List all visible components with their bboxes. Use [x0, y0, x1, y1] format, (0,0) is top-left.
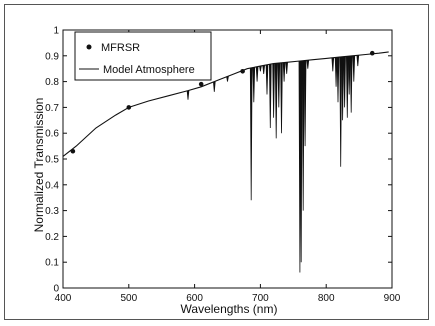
tick-labels: 400 500 600 700 800 900 0 0.1 0.2 0.3 0.4 0.5 0.6 0.7… [45, 26, 401, 305]
y-tick-label: 1 [53, 26, 59, 37]
absorption-line [259, 66, 262, 72]
absorption-line [301, 60, 305, 211]
absorption-line [356, 55, 360, 67]
absorption-line [269, 64, 272, 129]
absorption-line [306, 60, 310, 69]
absorption-line [349, 55, 353, 113]
absorption-line [274, 63, 278, 139]
absorption-line [343, 56, 346, 108]
x-tick-label: 700 [252, 293, 269, 304]
transmission-chart: 400 500 600 700 800 900 0 0.1 0.2 0.3 0.4 0.5 0.6 0.7… [32, 26, 401, 317]
legend-box [74, 31, 212, 81]
absorption-line [347, 56, 351, 95]
legend-model-label: Model Atmosphere [103, 64, 195, 76]
mfrsr-point [369, 50, 375, 56]
absorption-line [265, 64, 269, 95]
x-axis-title: Wavelengths (nm) [181, 302, 278, 316]
y-tick-label: 0.3 [45, 206, 59, 217]
mfrsr-point [240, 68, 245, 74]
absorption-line [252, 67, 256, 103]
absorption-line [255, 66, 259, 82]
x-tick-label: 600 [186, 293, 203, 304]
y-tick-label: 0.5 [45, 155, 59, 166]
y-tick-label: 0.4 [45, 180, 59, 191]
absorption-line [226, 76, 229, 82]
absorption-line [213, 81, 216, 92]
y-tick-label: 0.7 [45, 103, 59, 114]
y-tick-label: 0 [53, 284, 59, 295]
absorption-line [346, 56, 349, 118]
absorption-line [282, 62, 286, 82]
absorption-line [186, 90, 190, 100]
absorption-line [336, 57, 340, 103]
y-tick-label: 0.8 [45, 77, 59, 88]
legend-mfrsr-label: MFRSR [101, 42, 140, 54]
absorption-line [249, 67, 253, 201]
y-tick-label: 0.9 [45, 51, 59, 62]
absorption-line [280, 62, 283, 134]
absorption-line [352, 55, 356, 82]
absorption-line [334, 57, 338, 87]
y-tick-label: 0.1 [45, 258, 59, 269]
figure-frame: 400 500 600 700 800 900 0 0.1 0.2 0.3 0.4 0.5 0.6 0.7… [4, 4, 429, 320]
absorption-line [299, 60, 303, 263]
absorption-line [262, 65, 265, 74]
mfrsr-point [126, 105, 132, 110]
x-tick-label: 400 [55, 293, 72, 304]
absorption-line [303, 60, 307, 147]
y-tick-label: 0.6 [45, 129, 59, 140]
absorption-line [339, 56, 342, 167]
legend-mfrsr-marker [86, 44, 92, 50]
absorption-line [285, 62, 288, 74]
x-tick-label: 900 [384, 293, 401, 304]
mfrsr-point [70, 148, 76, 154]
y-tick-label: 0.2 [45, 232, 59, 243]
axis-ticks [62, 29, 393, 289]
x-tick-label: 800 [318, 293, 335, 304]
absorption-line [277, 62, 281, 108]
absorption-line [272, 63, 275, 118]
y-axis-title: Normalized Transmission [32, 98, 46, 233]
absorption-line [341, 56, 344, 121]
absorption-line [331, 57, 335, 72]
mfrsr-point [198, 81, 204, 87]
plot-area [62, 50, 389, 273]
x-tick-label: 500 [120, 293, 137, 304]
legend: MFRSR Model Atmosphere [74, 31, 212, 81]
